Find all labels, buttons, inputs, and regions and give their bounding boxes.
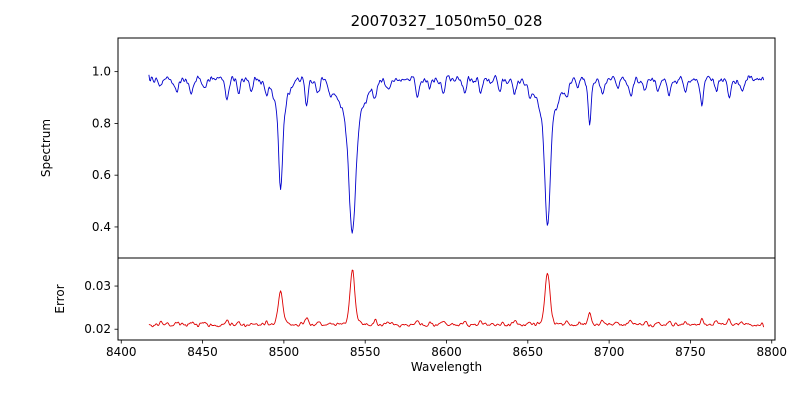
spectrum-y-tick-label: 1.0 [92, 65, 111, 79]
spectrum-curve [148, 74, 765, 234]
x-tick-label: 8800 [756, 345, 787, 359]
x-tick-label: 8600 [431, 345, 462, 359]
spectrum-y-tick-label: 0.8 [92, 116, 111, 130]
x-tick-label: 8550 [350, 345, 381, 359]
spectrum-panel-border [117, 37, 776, 259]
x-tick-label: 8700 [594, 345, 625, 359]
chart-title: 20070327_1050m50_028 [350, 12, 543, 30]
error-axis-label: Error [53, 284, 67, 314]
error-panel-border [117, 257, 776, 341]
spectrum-axis-label: Spectrum [39, 118, 53, 178]
x-tick-label: 8450 [187, 345, 218, 359]
x-tick-label: 8750 [675, 345, 706, 359]
spectrum-y-tick-label: 0.4 [92, 220, 111, 234]
x-tick-label: 8500 [269, 345, 300, 359]
error-curve [148, 269, 765, 328]
error-y-tick-label: 0.02 [84, 322, 111, 336]
x-tick-label: 8400 [106, 345, 137, 359]
error-y-tick-label: 0.03 [84, 279, 111, 293]
spectrum-y-tick-label: 0.6 [92, 168, 111, 182]
wavelength-axis-label: Wavelength [410, 360, 483, 374]
x-tick-label: 8650 [513, 345, 544, 359]
